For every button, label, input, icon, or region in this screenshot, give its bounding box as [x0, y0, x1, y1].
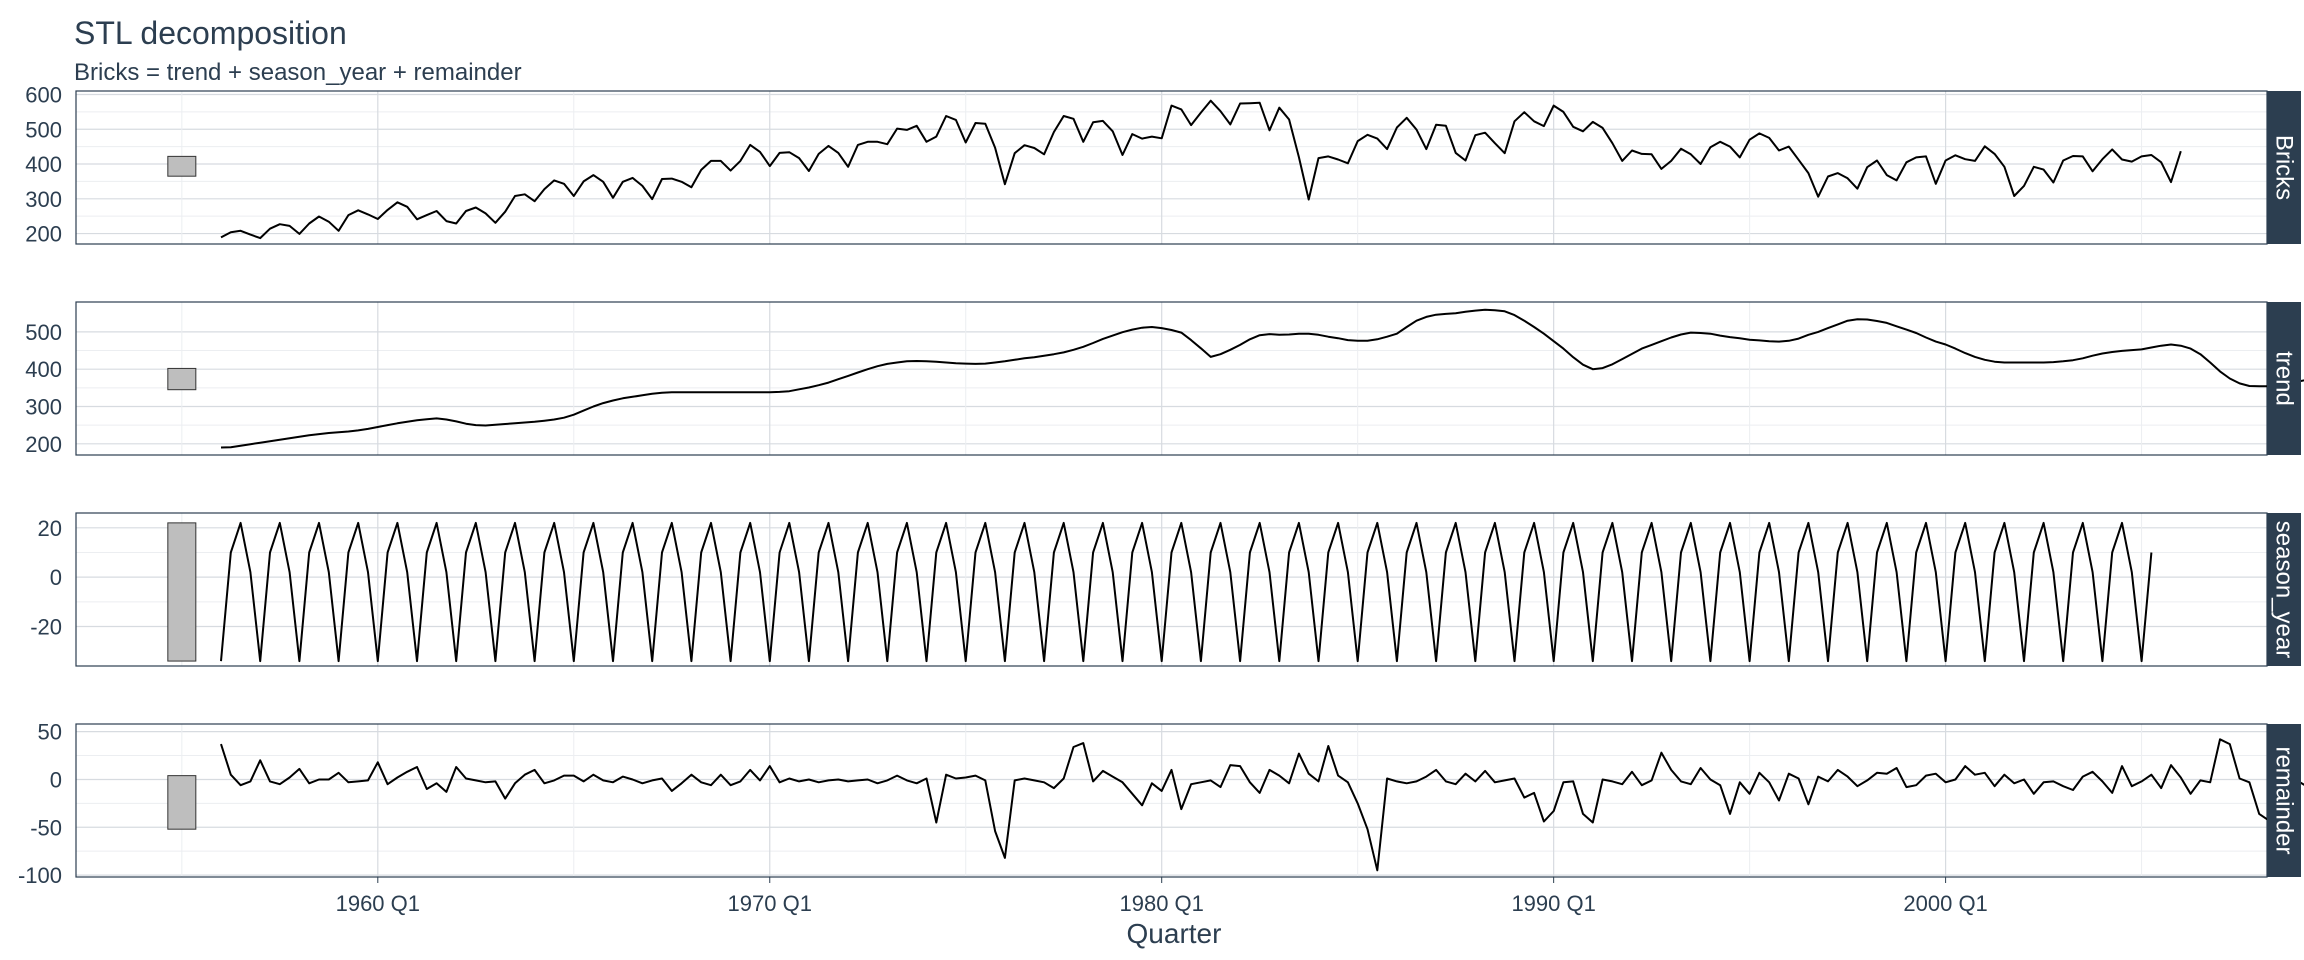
- y-tick-label: 600: [25, 82, 62, 107]
- x-tick-label: 1990 Q1: [1511, 891, 1595, 916]
- y-tick-label: 200: [25, 222, 62, 247]
- series-line-Bricks: [220, 99, 2182, 240]
- panel-season-year: -20 0 20 season_year: [30, 512, 2301, 667]
- y-tick-label: -100: [18, 863, 62, 888]
- scale-bar: [167, 367, 197, 391]
- y-tick-label: 300: [25, 187, 62, 212]
- strip-background: [2267, 302, 2301, 455]
- y-tick-label: 0: [50, 767, 62, 792]
- panel-border: [75, 301, 2268, 456]
- facet-strip: remainder: [2267, 724, 2301, 877]
- y-tick-label: 50: [38, 720, 62, 745]
- chart-subtitle: Bricks = trend + season_year + remainder: [74, 59, 522, 86]
- strip-label: Bricks: [2271, 135, 2298, 200]
- x-axis-label: Quarter: [1127, 918, 1222, 949]
- x-tick-label: 1970 Q1: [728, 891, 812, 916]
- strip-label: trend: [2271, 351, 2298, 406]
- y-tick-label: -50: [30, 815, 62, 840]
- panel-border: [75, 723, 2268, 878]
- panel-Bricks: 200 300 400 500 600 Bricks: [25, 82, 2301, 247]
- x-tick-label: 2000 Q1: [1903, 891, 1987, 916]
- strip-background: [2267, 724, 2301, 877]
- panel-remainder: -100 -50 0 50 remainder: [18, 720, 2304, 888]
- panel-border: [75, 90, 2268, 245]
- strip-label: season_year: [2271, 521, 2298, 658]
- strip-background: [2267, 513, 2301, 666]
- y-tick-label: 200: [25, 432, 62, 457]
- series-line-remainder: [220, 738, 2304, 872]
- x-tick-label: 1980 Q1: [1119, 891, 1203, 916]
- scale-bar: [167, 155, 197, 177]
- x-axis: 1960 Q1 1970 Q1 1980 Q1 1990 Q1 2000 Q1: [336, 877, 1988, 916]
- y-tick-label: 20: [38, 516, 62, 541]
- y-tick-label: 400: [25, 152, 62, 177]
- facet-strip: trend: [2267, 302, 2301, 455]
- facet-strip: Bricks: [2267, 91, 2301, 244]
- facet-strip: season_year: [2267, 513, 2301, 666]
- y-tick-label: -20: [30, 615, 62, 640]
- panels: 200300400500600Bricks200300400500trend-2…: [18, 82, 2304, 888]
- y-tick-label: 400: [25, 357, 62, 382]
- strip-label: remainder: [2271, 746, 2298, 854]
- scale-bar: [167, 522, 197, 662]
- y-tick-label: 300: [25, 394, 62, 419]
- panel-trend: 200 300 400 500 trend: [25, 301, 2304, 457]
- y-tick-label: 500: [25, 320, 62, 345]
- y-tick-label: 500: [25, 117, 62, 142]
- scale-bar: [167, 775, 197, 830]
- y-tick-label: 0: [50, 565, 62, 590]
- chart-title: STL decomposition: [74, 15, 347, 51]
- series-line-trend: [220, 308, 2304, 449]
- series-line-season-year: [220, 521, 2153, 663]
- x-tick-label: 1960 Q1: [336, 891, 420, 916]
- strip-background: [2267, 91, 2301, 244]
